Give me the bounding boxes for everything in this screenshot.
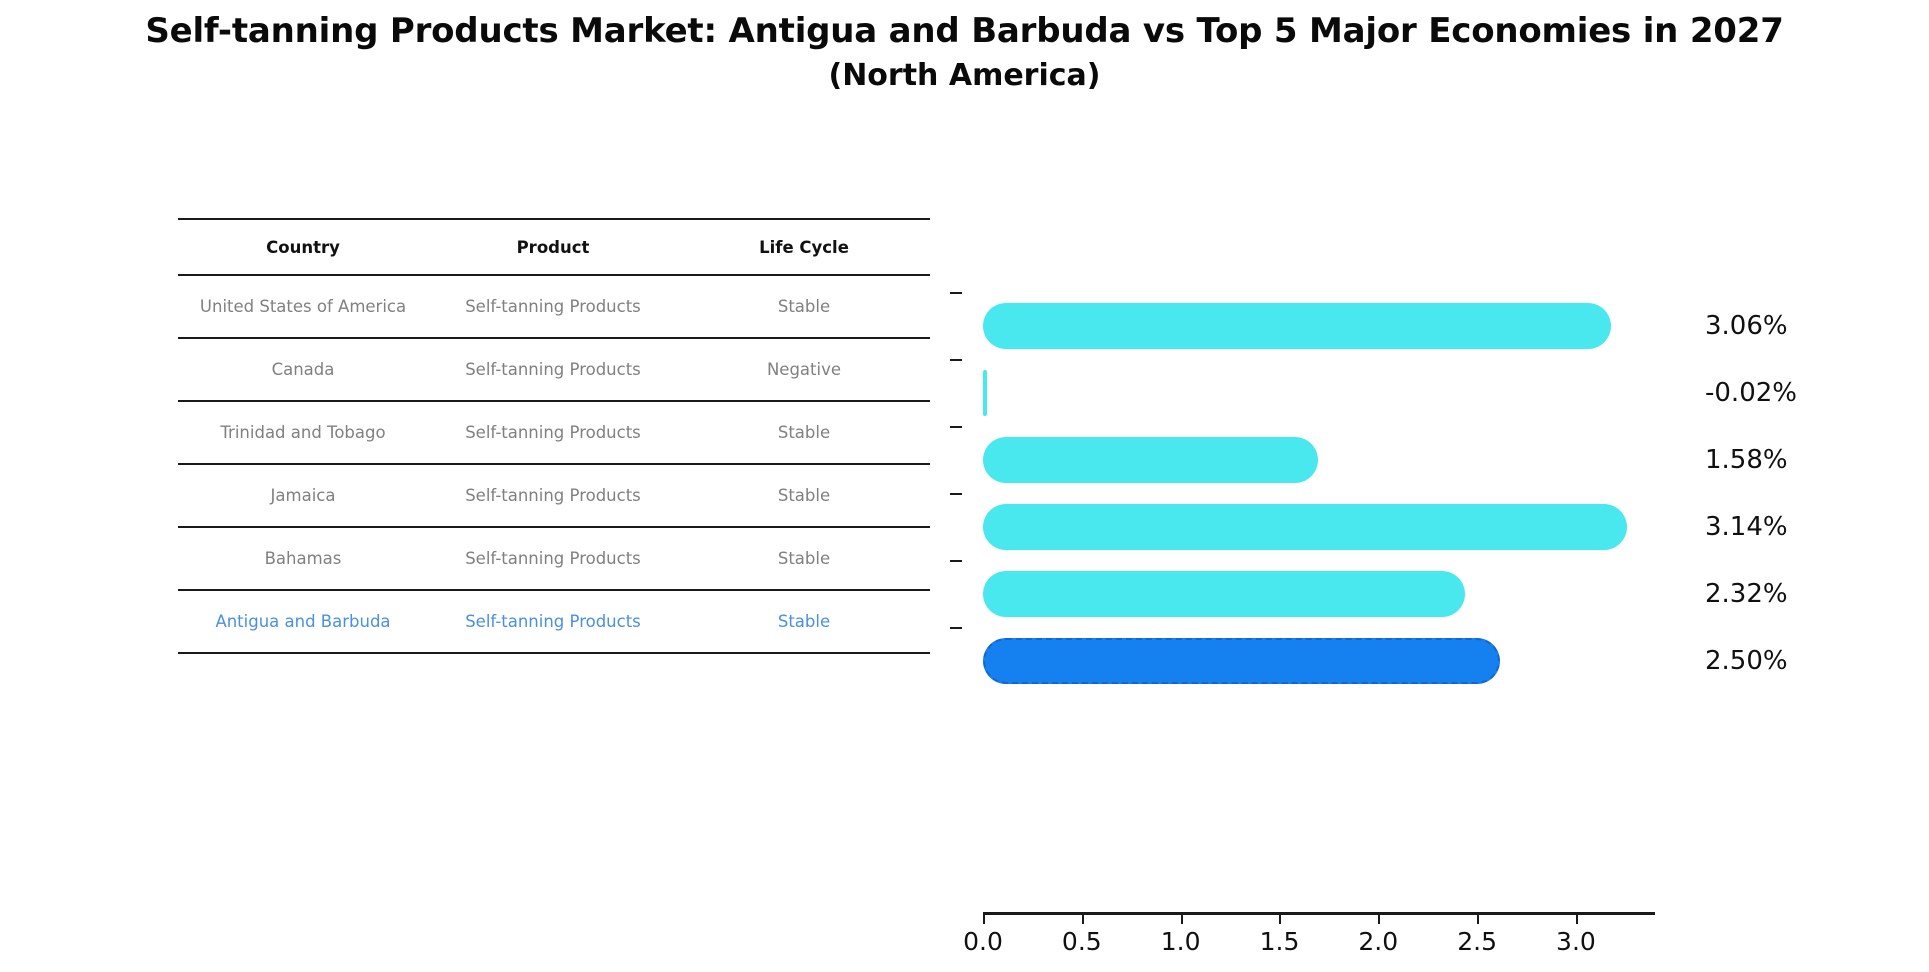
y-axis-tick: [950, 426, 962, 429]
y-axis-tick: [950, 493, 962, 496]
y-axis-tick: [950, 560, 962, 563]
country-table-container: Country Product Life Cycle United States…: [178, 218, 930, 654]
cell-life-cycle: Stable: [678, 275, 930, 339]
cell-country: Bahamas: [178, 527, 428, 591]
cell-life-cycle: Stable: [678, 590, 930, 654]
bar-row: 1.58%: [950, 426, 1788, 493]
x-axis-tick: [1279, 914, 1282, 924]
cell-product: Self-tanning Products: [428, 527, 678, 591]
column-header-product: Product: [428, 218, 678, 276]
bar-highlighted[interactable]: [983, 637, 1501, 684]
bar[interactable]: [983, 503, 1627, 550]
table-row: Bahamas Self-tanning Products Stable: [178, 527, 930, 591]
bar[interactable]: [983, 369, 987, 416]
bar-row: 3.06%: [950, 292, 1788, 359]
cell-country: United States of America: [178, 275, 428, 339]
cell-product: Self-tanning Products: [428, 401, 678, 465]
bar-value-label: 2.32%: [1705, 578, 1788, 609]
cell-product: Self-tanning Products: [428, 590, 678, 654]
y-axis-tick: [950, 359, 962, 362]
x-axis-tick-label: 0.5: [1061, 927, 1102, 956]
x-axis: 0.0 0.5 1.0 1.5 2.0 2.5 3.0: [963, 912, 1655, 972]
table-row: United States of America Self-tanning Pro…: [178, 275, 930, 339]
cell-life-cycle: Stable: [678, 527, 930, 591]
cell-country: Trinidad and Tobago: [178, 401, 428, 465]
bar-chart: 3.06% -0.02% 1.58% 3.14% 2.32% 2.50% 0.0 0.5 1.…: [950, 218, 1850, 956]
cell-country: Jamaica: [178, 464, 428, 528]
table-row: Canada Self-tanning Products Negative: [178, 338, 930, 402]
cell-product: Self-tanning Products: [428, 464, 678, 528]
cell-life-cycle: Stable: [678, 401, 930, 465]
cell-country: Antigua and Barbuda: [178, 590, 428, 654]
x-axis-tick-label: 3.0: [1556, 927, 1596, 956]
column-header-country: Country: [178, 218, 428, 276]
bar-row: 2.50%: [950, 627, 1788, 694]
cell-product: Self-tanning Products: [428, 275, 678, 339]
table-header-row: Country Product Life Cycle: [178, 218, 930, 276]
x-axis-tick: [983, 914, 985, 924]
column-header-life-cycle: Life Cycle: [678, 218, 930, 276]
bar[interactable]: [983, 570, 1465, 617]
bar-value-label: 3.14%: [1705, 511, 1788, 542]
x-axis-tick-label: 2.5: [1457, 927, 1497, 956]
bar-row: -0.02%: [950, 359, 1797, 426]
x-axis-tick-label: 1.5: [1259, 927, 1300, 956]
cell-life-cycle: Stable: [678, 464, 930, 528]
y-axis-tick: [950, 292, 962, 295]
x-axis-tick: [1081, 914, 1084, 924]
bar-value-label: 2.50%: [1705, 645, 1788, 676]
chart-title: Self-tanning Products Market: Antigua an…: [0, 0, 1929, 98]
cell-life-cycle: Negative: [678, 338, 930, 402]
table-row: Trinidad and Tobago Self-tanning Products…: [178, 401, 930, 465]
table-row: Jamaica Self-tanning Products Stable: [178, 464, 930, 528]
bar[interactable]: [983, 436, 1319, 483]
cell-country: Canada: [178, 338, 428, 402]
x-axis-tick-label: 2.0: [1358, 927, 1399, 956]
x-axis-tick-label: 0.0: [963, 927, 1003, 956]
bar-value-label: 1.58%: [1705, 444, 1788, 475]
cell-product: Self-tanning Products: [428, 338, 678, 402]
x-axis-tick: [1477, 914, 1480, 924]
table-row: Antigua and Barbuda Self-tanning Products…: [178, 590, 930, 654]
chart-title-line-1: Self-tanning Products Market: Antigua an…: [145, 11, 1784, 51]
x-axis-tick: [1575, 914, 1578, 924]
y-axis-tick: [950, 627, 962, 630]
country-table: Country Product Life Cycle United States…: [178, 218, 930, 654]
bar-chart-plot: 3.06% -0.02% 1.58% 3.14% 2.32% 2.50%: [950, 292, 1797, 912]
bar[interactable]: [983, 302, 1611, 349]
x-axis-tick-label: 1.0: [1160, 927, 1201, 956]
x-axis-tick: [1378, 914, 1381, 924]
x-axis-tick: [1180, 914, 1183, 924]
bar-value-label: -0.02%: [1705, 377, 1797, 408]
bar-value-label: 3.06%: [1705, 310, 1788, 341]
chart-title-line-2: (North America): [828, 57, 1101, 93]
bar-row: 3.14%: [950, 493, 1788, 560]
bar-row: 2.32%: [950, 560, 1788, 627]
